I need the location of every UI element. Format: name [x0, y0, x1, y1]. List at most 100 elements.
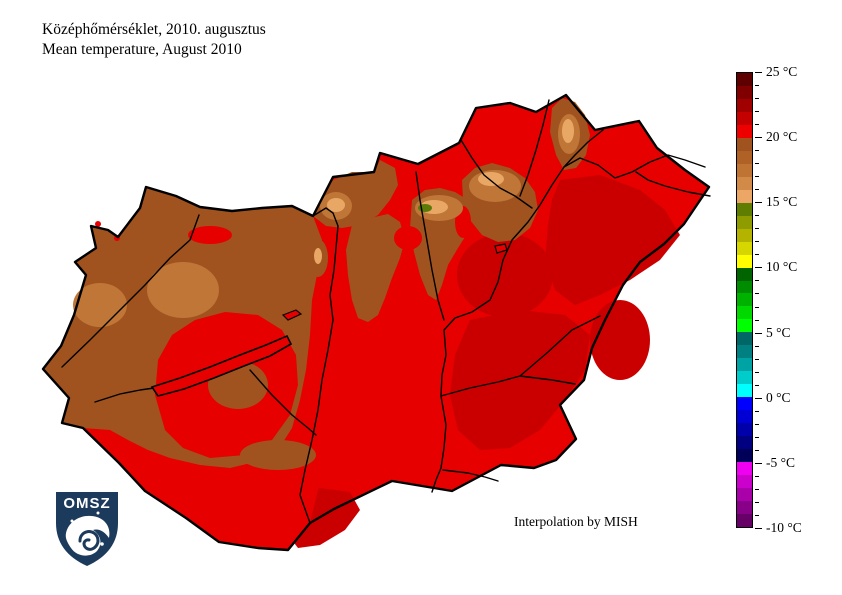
- colorbar-tick: [755, 241, 759, 243]
- zone-darkred-central: [457, 233, 553, 317]
- colorbar-cell: [737, 358, 752, 372]
- colorbar-cell: [737, 163, 752, 177]
- colorbar-tick: [755, 98, 759, 100]
- colorbar-tick: [755, 462, 762, 464]
- colorbar-cell: [737, 306, 752, 320]
- zone-darkred-northeast: [545, 175, 680, 305]
- colorbar-cell: [737, 462, 752, 476]
- zone-tan-danube-west: [314, 248, 322, 264]
- colorbar-tick: [755, 293, 759, 295]
- colorbar-cell: [737, 410, 752, 424]
- colorbar-cell: [737, 436, 752, 450]
- colorbar-label: -5 °C: [766, 454, 796, 470]
- river-hernad: [519, 99, 550, 197]
- colorbar-tick: [755, 306, 759, 308]
- colorbar-cell: [737, 345, 752, 359]
- omsz-logo: OMSZ: [56, 492, 118, 566]
- colorbar-cell: [737, 397, 752, 411]
- colorbar-cell: [737, 475, 752, 488]
- river-danube: [299, 207, 339, 524]
- colorbar-cell: [737, 137, 752, 151]
- river-sajo: [460, 139, 533, 209]
- colorbar-tick: [755, 85, 759, 87]
- river-koros: [440, 375, 521, 397]
- colorbar-tick: [755, 449, 759, 451]
- river-zala: [94, 387, 155, 403]
- wave-splash-dot-3: [70, 519, 74, 523]
- colorbar-cell: [737, 449, 752, 463]
- lake-velence: [281, 309, 303, 321]
- colorbar-tick: [755, 124, 759, 126]
- colorbar-cell: [737, 111, 752, 125]
- hungary-border: [41, 93, 711, 552]
- colorbar-label: 0 °C: [766, 389, 791, 405]
- zone-tan-borzsony: [327, 198, 345, 212]
- colorbar-tick: [755, 528, 762, 529]
- wave-splash-dot-1: [100, 542, 104, 546]
- colorbar-tick: [755, 163, 759, 165]
- river-maros: [442, 469, 499, 482]
- colorbar-tick: [755, 423, 759, 425]
- colorbar-tick: [755, 514, 759, 516]
- zone-tan-bukk: [478, 172, 504, 186]
- wave-icon: [65, 515, 110, 556]
- colorbar-tick: [755, 254, 759, 256]
- colorbar-tick: [755, 228, 759, 230]
- title-block: Középhőmérséklet, 2010. augusztus Mean t…: [42, 20, 266, 60]
- river-zagyva: [415, 171, 445, 321]
- interpolation-credit: Interpolation by MISH: [514, 514, 638, 529]
- river-feher-koros: [519, 375, 576, 385]
- river-raba: [61, 214, 200, 368]
- colorbar-tick: [755, 436, 759, 438]
- zone-darkred-east: [590, 300, 650, 380]
- zone-red-gap-cserhat: [394, 226, 422, 250]
- colorbar-tick: [755, 397, 762, 399]
- lake-balaton: [150, 334, 293, 397]
- zone-red-dot-sopron: [95, 221, 101, 227]
- colorbar-tick: [755, 332, 762, 334]
- colorbar-cell: [737, 500, 752, 514]
- colorbar-label: 10 °C: [766, 259, 798, 275]
- page-title-hungarian: Középhőmérséklet, 2010. augusztus: [42, 21, 266, 38]
- colorbar-tick: [755, 319, 759, 321]
- colorbar-cell: [737, 371, 752, 385]
- wave-splash-dot-2: [96, 511, 100, 515]
- colorbar-cell: [737, 85, 752, 99]
- colorbar-cell: [737, 202, 752, 216]
- colorbar-tick: [755, 202, 762, 204]
- zone-olive-kekesteto: [418, 204, 432, 212]
- river-szamos: [635, 171, 711, 197]
- colorbar-cell: [737, 176, 752, 190]
- colorbar-cell: [737, 254, 752, 268]
- colorbar-gradient: [736, 72, 753, 528]
- zone-tan-zemplen: [562, 119, 574, 143]
- river-bodrog: [563, 129, 604, 168]
- colorbar-tick: [755, 267, 762, 269]
- colorbar-cell: [737, 332, 752, 346]
- colorbar-label: 15 °C: [766, 194, 798, 210]
- colorbar-tick: [755, 501, 759, 503]
- colorbar-tick: [755, 72, 762, 73]
- colorbar-cell: [737, 488, 752, 501]
- colorbar-cell: [737, 241, 752, 255]
- colorbar-tick: [755, 150, 759, 152]
- colorbar-label: 5 °C: [766, 324, 791, 340]
- colorbar-tick: [755, 475, 759, 477]
- colorbar-cell: [737, 293, 752, 307]
- colorbar-tick: [755, 189, 759, 191]
- colorbar-cell: [737, 124, 752, 138]
- river-sio: [249, 369, 317, 436]
- page-title-english: Mean temperature, August 2010: [42, 41, 242, 58]
- colorbar-tick: [755, 345, 759, 347]
- colorbar-label: 25 °C: [766, 64, 798, 79]
- colorbar-tick: [755, 176, 759, 178]
- zone-brown-cserhat: [346, 214, 405, 322]
- colorbar-tick: [755, 371, 759, 373]
- colorbar-cell: [737, 215, 752, 229]
- zone-lightbrown-bakonyalja: [147, 262, 219, 318]
- colorbar-tick: [755, 358, 759, 360]
- colorbar-tick: [755, 137, 762, 139]
- zone-brown-mecsek: [240, 440, 316, 470]
- colorbar-cell: [737, 513, 752, 527]
